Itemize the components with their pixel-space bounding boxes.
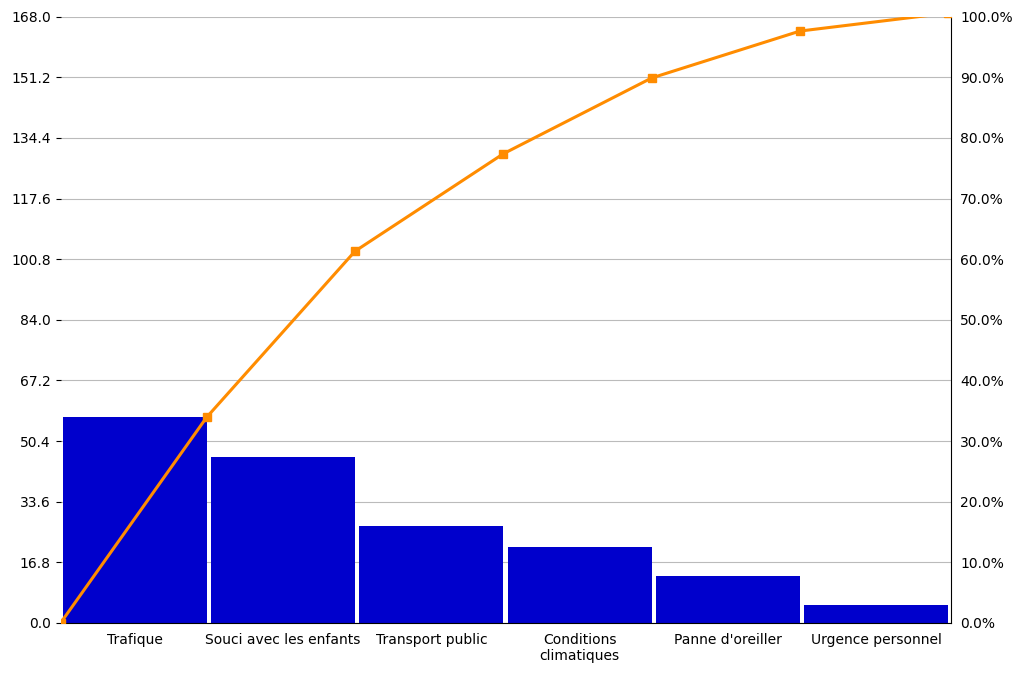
Bar bbox=[62, 417, 207, 623]
Bar bbox=[211, 457, 355, 623]
Bar bbox=[656, 576, 800, 623]
Bar bbox=[359, 526, 504, 623]
Bar bbox=[508, 547, 651, 623]
Bar bbox=[805, 605, 948, 623]
